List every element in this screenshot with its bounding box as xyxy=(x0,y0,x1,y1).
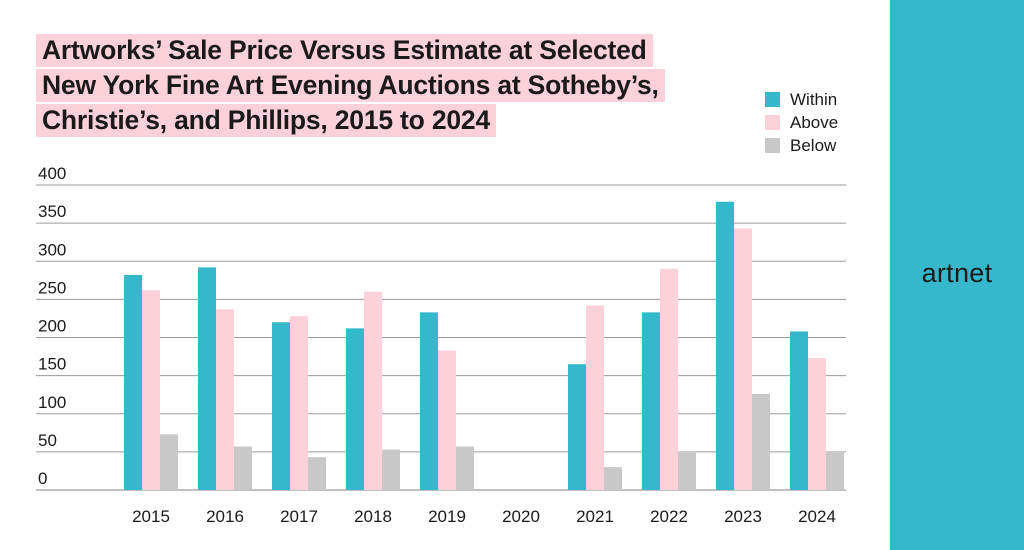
bar-within-2024 xyxy=(790,331,808,490)
bar-below-2024 xyxy=(826,451,844,490)
bar-within-2016 xyxy=(198,267,216,490)
x-tick-label-2024: 2024 xyxy=(798,507,836,526)
y-tick-label-200: 200 xyxy=(38,317,66,336)
bar-below-2015 xyxy=(160,434,178,490)
x-tick-label-2020: 2020 xyxy=(502,507,540,526)
x-tick-label-2023: 2023 xyxy=(724,507,762,526)
legend-swatch-above xyxy=(765,115,780,130)
legend-item-above: Above xyxy=(765,111,838,134)
x-tick-label-2019: 2019 xyxy=(428,507,466,526)
bar-below-2016 xyxy=(234,446,252,490)
bar-above-2023 xyxy=(734,228,752,490)
bar-below-2019 xyxy=(456,446,474,490)
bar-within-2019 xyxy=(420,312,438,490)
bar-below-2018 xyxy=(382,449,400,490)
bar-above-2015 xyxy=(142,290,160,490)
legend-item-within: Within xyxy=(765,88,838,111)
x-tick-label-2017: 2017 xyxy=(280,507,318,526)
brand-panel: artnet xyxy=(890,0,1024,550)
artnet-logo: artnet xyxy=(921,258,993,288)
bar-chart: 0 50 100 150 200 250 300 350 400 2015 2016 2017 2018… xyxy=(36,164,846,526)
bar-above-2019 xyxy=(438,350,456,490)
bar-below-2023 xyxy=(752,393,770,490)
legend-swatch-within xyxy=(765,92,780,107)
y-tick-label-400: 400 xyxy=(38,164,66,183)
y-tick-label-150: 150 xyxy=(38,355,66,374)
title-line-2: New York Fine Art Evening Auctions at So… xyxy=(36,69,665,102)
legend-item-below: Below xyxy=(765,134,838,157)
chart-title: Artworks’ Sale Price Versus Estimate at … xyxy=(36,34,756,139)
y-tick-label-100: 100 xyxy=(38,393,66,412)
y-tick-label-250: 250 xyxy=(38,278,66,297)
bar-within-2017 xyxy=(272,322,290,490)
bar-below-2017 xyxy=(308,457,326,490)
x-tick-label-2015: 2015 xyxy=(132,507,170,526)
x-tick-label-2021: 2021 xyxy=(576,507,614,526)
bar-above-2022 xyxy=(660,268,678,490)
legend-swatch-below xyxy=(765,138,780,153)
bar-within-2018 xyxy=(346,328,364,490)
bar-within-2022 xyxy=(642,312,660,490)
bar-above-2018 xyxy=(364,291,382,490)
bar-above-2017 xyxy=(290,316,308,490)
legend-label-below: Below xyxy=(790,135,837,155)
legend-label-within: Within xyxy=(790,89,838,109)
legend-label-above: Above xyxy=(790,112,839,132)
y-tick-label-0: 0 xyxy=(38,469,47,488)
title-line-3: Christie’s, and Phillips, 2015 to 2024 xyxy=(36,104,496,137)
bar-below-2021 xyxy=(604,467,622,490)
bar-above-2024 xyxy=(808,358,826,490)
bar-within-2023 xyxy=(716,201,734,490)
legend: Within Above Below xyxy=(765,88,838,157)
bar-above-2016 xyxy=(216,309,234,490)
x-tick-label-2018: 2018 xyxy=(354,507,392,526)
x-tick-label-2022: 2022 xyxy=(650,507,688,526)
y-tick-label-300: 300 xyxy=(38,240,66,259)
x-tick-label-2016: 2016 xyxy=(206,507,244,526)
bar-within-2021 xyxy=(568,364,586,490)
bar-within-2015 xyxy=(124,274,142,490)
bar-below-2022 xyxy=(678,451,696,490)
title-line-1: Artworks’ Sale Price Versus Estimate at … xyxy=(36,34,653,67)
y-tick-label-350: 350 xyxy=(38,202,66,221)
y-tick-label-50: 50 xyxy=(38,431,57,450)
bar-above-2021 xyxy=(586,305,604,490)
